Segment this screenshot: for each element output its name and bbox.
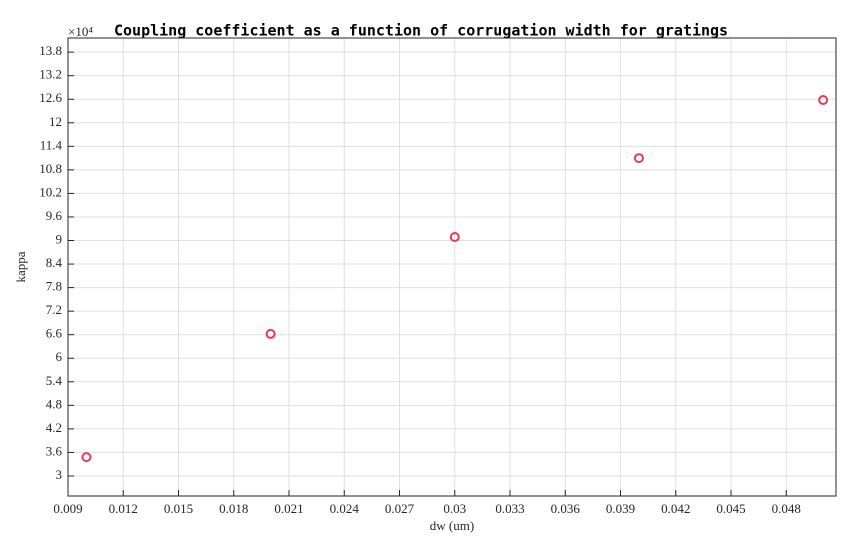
y-tick-label: 6.6 — [46, 326, 63, 341]
y-tick-label: 8.4 — [46, 255, 63, 270]
y-tick-label: 7.2 — [46, 302, 62, 317]
x-tick-label: 0.036 — [551, 501, 581, 516]
point — [449, 231, 460, 242]
x-tick-label: 0.033 — [495, 501, 524, 516]
y-tick-label: 5.4 — [46, 373, 63, 388]
point — [818, 95, 829, 106]
plot-frame — [67, 37, 837, 497]
x-tick-label: 0.024 — [330, 501, 360, 516]
x-tick-label: 0.015 — [164, 501, 193, 516]
y-tick-label: 12.6 — [39, 90, 62, 105]
y-tick-label: 13.8 — [39, 43, 62, 58]
x-tick-label: 0.045 — [716, 501, 745, 516]
x-tick-label: 0.042 — [661, 501, 690, 516]
x-axis-label: dw (um) — [430, 518, 474, 533]
y-tick-label: 9 — [56, 231, 63, 246]
x-tick-label: 0.012 — [109, 501, 138, 516]
y-tick-label: 9.6 — [46, 208, 63, 223]
y-tick-label: 11.4 — [40, 137, 63, 152]
x-tick-label: 0.018 — [219, 501, 248, 516]
y-tick-label: 3.6 — [46, 443, 63, 458]
y-tick-label: 7.8 — [46, 279, 62, 294]
y-tick-label: 4.2 — [46, 420, 62, 435]
x-tick-label: 0.027 — [385, 501, 415, 516]
x-tick-label: 0.048 — [772, 501, 801, 516]
y-multiplier: ×10⁴ — [68, 24, 93, 39]
x-tick-label: 0.009 — [53, 501, 82, 516]
y-tick-label: 10.8 — [39, 161, 62, 176]
point — [633, 153, 644, 164]
x-tick-label: 0.03 — [443, 501, 466, 516]
y-tick-label: 12 — [49, 114, 62, 129]
point — [81, 452, 92, 463]
y-tick-label: 13.2 — [39, 67, 62, 82]
y-tick-label: 10.2 — [39, 184, 62, 199]
y-tick-label: 3 — [56, 467, 63, 482]
y-axis-label: kappa — [13, 251, 28, 282]
point — [265, 328, 276, 339]
chart-title: Coupling coefficient as a function of co… — [114, 22, 728, 40]
y-tick-label: 4.8 — [46, 396, 62, 411]
y-tick-label: 6 — [56, 349, 63, 364]
x-tick-label: 0.039 — [606, 501, 635, 516]
x-tick-label: 0.021 — [274, 501, 303, 516]
